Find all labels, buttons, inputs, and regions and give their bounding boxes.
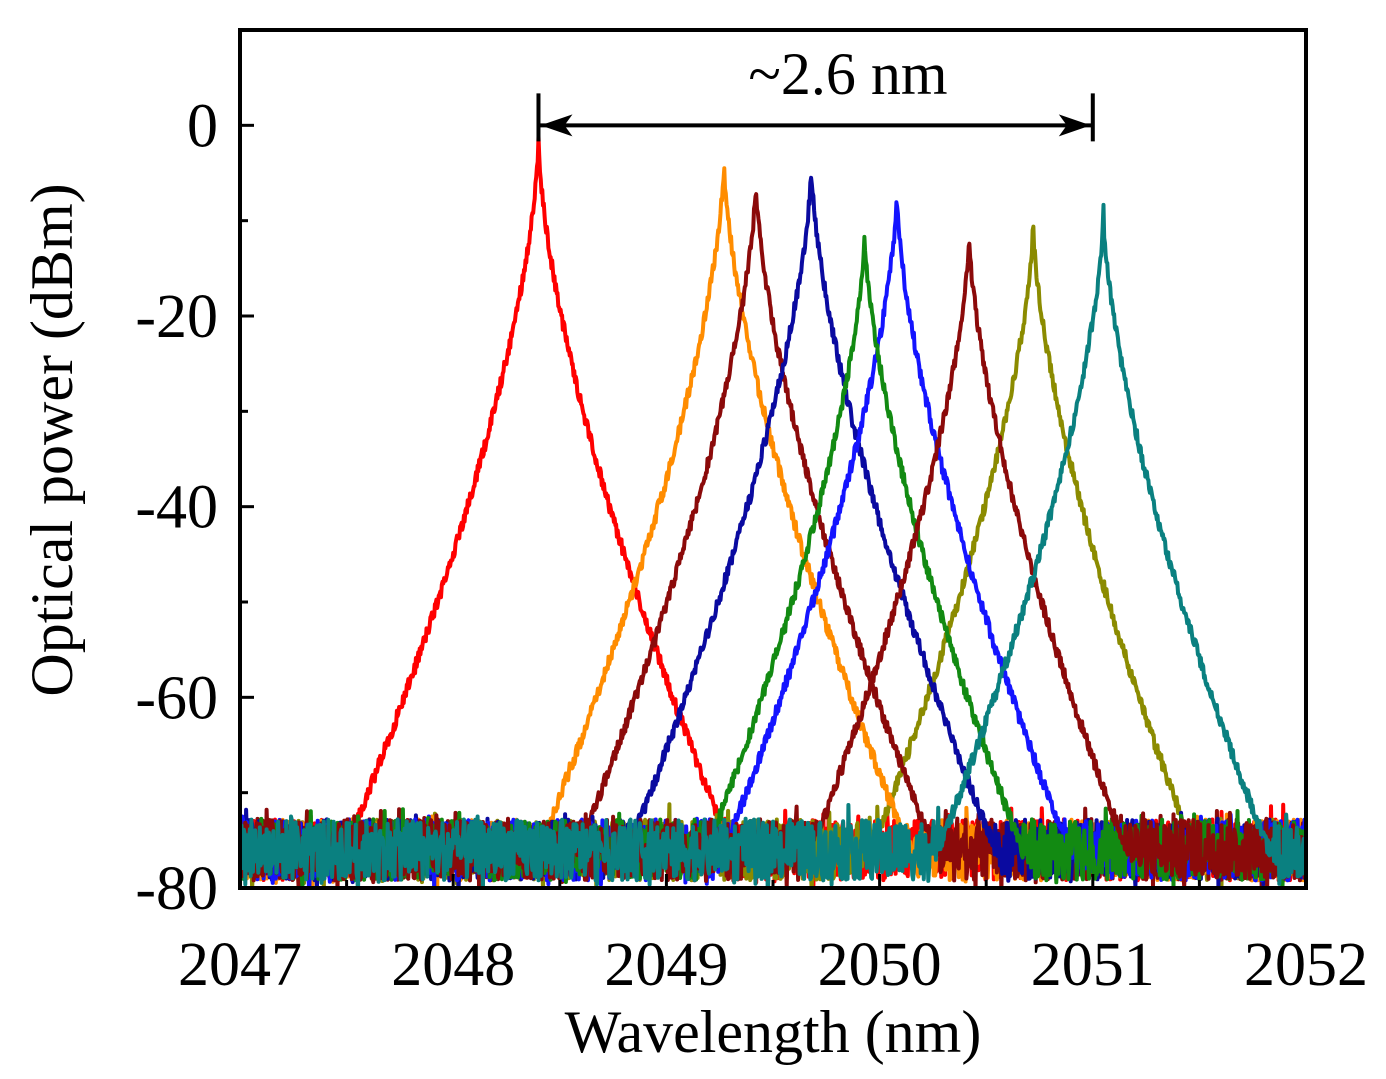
y-axis-title: Optical power (dBm): [19, 183, 85, 696]
span-annotation-label: ~2.6 nm: [748, 41, 947, 107]
x-tick-label: 2047: [178, 931, 302, 999]
ticks-layer: 2047 2048 2049 2050 2051 2052 -80 -60 -40 -20 0: [135, 92, 1368, 999]
annotation-layer: ~2.6 nm: [536, 41, 1095, 142]
x-tick-label: 2050: [818, 931, 942, 999]
x-axis-title: Wavelength (nm): [565, 999, 982, 1065]
spectrum-line-peak-6: [240, 200, 1306, 888]
spectrum-line-peak-7: [240, 241, 1306, 888]
x-tick-label: 2048: [391, 931, 515, 999]
plot-frame: [238, 28, 1308, 890]
spectrum-line-peak-1: [240, 134, 1306, 888]
x-tick-label: 2049: [604, 931, 728, 999]
series-layer: [240, 134, 1306, 888]
span-arrow-left-head: [540, 114, 573, 137]
y-tick-label: -80: [135, 855, 218, 923]
x-tick-label: 2051: [1031, 931, 1155, 999]
y-tick-label: 0: [187, 92, 218, 160]
span-arrow-right-head: [1058, 114, 1091, 137]
spectrum-line-peak-5: [240, 234, 1306, 888]
spectrum-line-peak-4: [240, 175, 1306, 888]
y-tick-label: -40: [135, 474, 218, 542]
y-tick-label: -20: [135, 283, 218, 351]
spectrum-line-peak-9: [240, 202, 1306, 888]
spectrum-line-peak-2: [240, 166, 1306, 888]
spectrum-line-peak-3: [240, 192, 1306, 888]
x-tick-label: 2052: [1244, 931, 1368, 999]
y-tick-label: -60: [135, 664, 218, 732]
